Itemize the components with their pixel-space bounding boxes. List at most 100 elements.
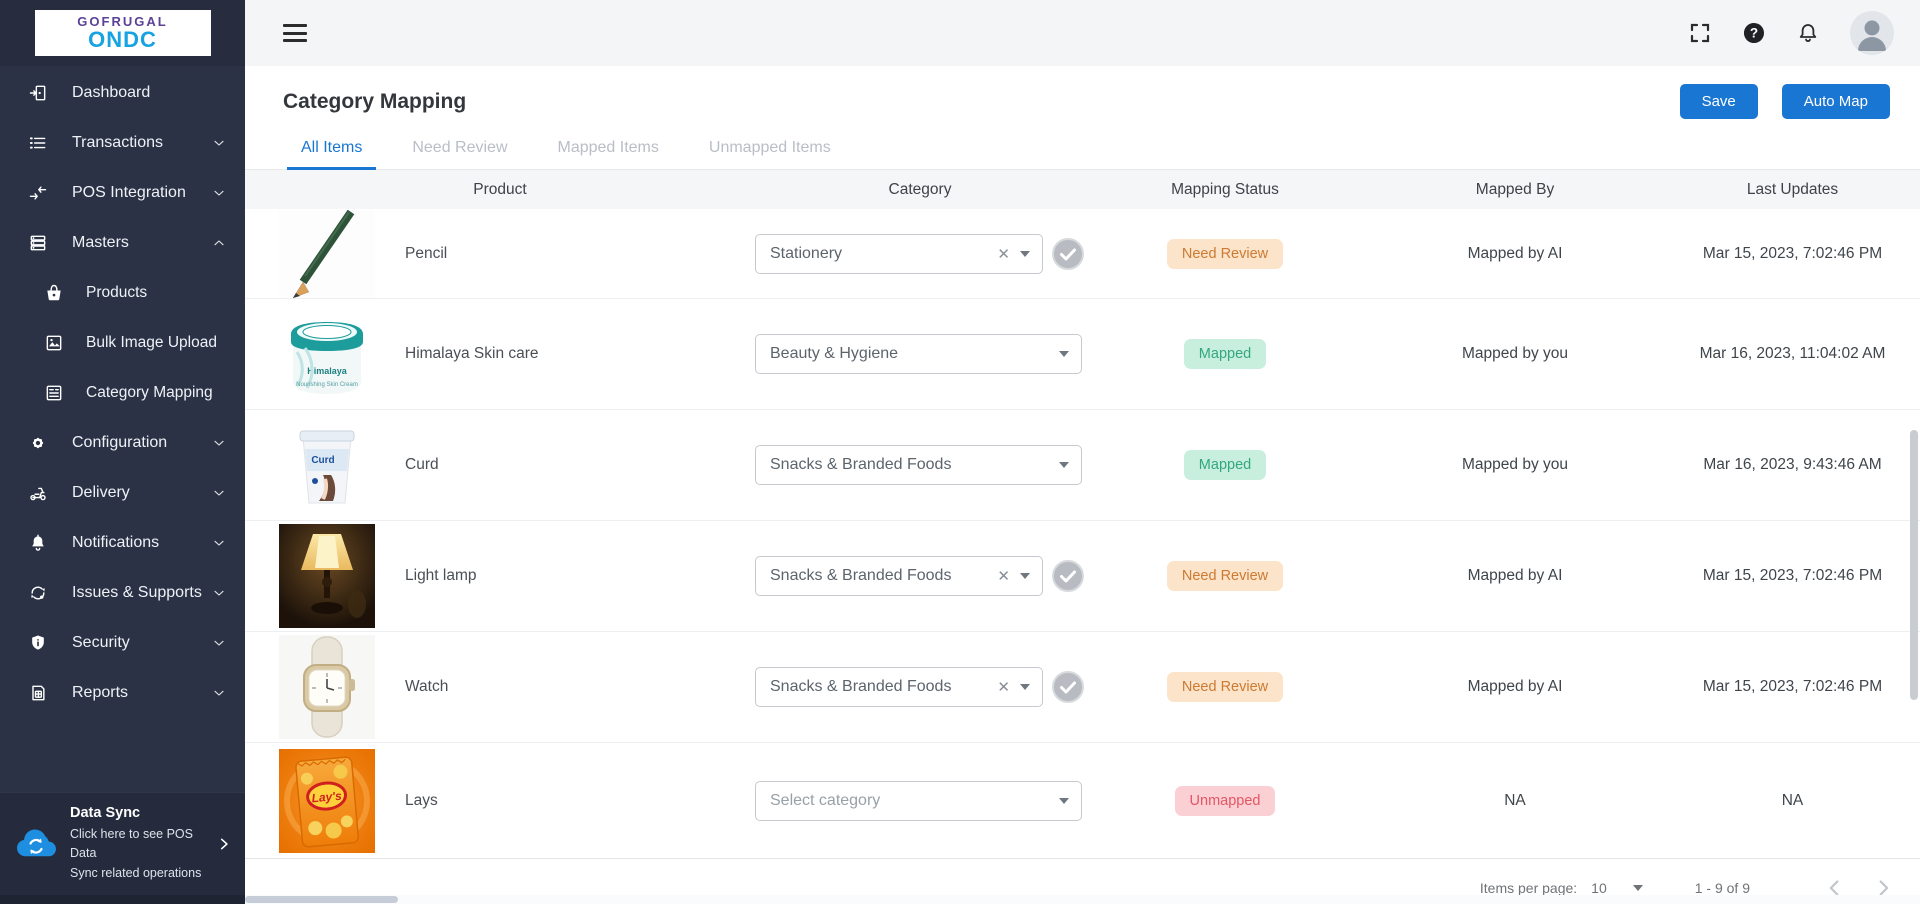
tab-unmapped-items[interactable]: Unmapped Items (708, 139, 831, 156)
sidebar-item-pos-integration[interactable]: POS Integration (0, 168, 245, 218)
sidebar-item-masters[interactable]: Masters (0, 218, 245, 268)
column-header-category: Category (888, 180, 952, 198)
category-select-value: Snacks & Branded Foods (770, 678, 952, 695)
notification-bell-icon[interactable] (1796, 21, 1820, 45)
sidebar-item-label: Delivery (72, 484, 130, 501)
sidebar-item-notifications[interactable]: Notifications (0, 518, 245, 568)
horizontal-scrollbar[interactable] (245, 896, 398, 903)
last-update-cell: NA (1665, 792, 1920, 810)
mapped-by-cell: Mapped by AI (1365, 567, 1665, 585)
select-caret-icon (1059, 797, 1069, 804)
column-header-last-updates: Last Updates (1746, 180, 1839, 198)
gofrugal-ondc-logo[interactable]: GOFRUGAL ONDC (34, 10, 211, 56)
sidebar-item-dashboard[interactable]: Dashboard (0, 68, 245, 118)
category-select[interactable]: Snacks & Branded Foods ✕ (755, 556, 1043, 596)
clear-selection-icon[interactable]: ✕ (997, 245, 1010, 263)
fullscreen-icon[interactable] (1688, 21, 1712, 45)
items-per-page-value: 10 (1591, 880, 1607, 896)
delivery-icon (28, 483, 48, 503)
status-cell: Need Review (1085, 672, 1365, 702)
help-icon[interactable]: ? (1742, 21, 1766, 45)
category-select-placeholder: Select category (770, 791, 881, 809)
sidebar-item-label: Reports (72, 684, 129, 701)
vertical-scrollbar[interactable] (1910, 430, 1918, 700)
sidebar-item-category-mapping[interactable]: Category Mapping (0, 368, 245, 418)
notifications-icon (28, 533, 48, 553)
svg-text:Curd: Curd (311, 455, 334, 466)
chevron-down-icon (211, 585, 227, 601)
product-name: Curd (405, 456, 439, 473)
chevron-down-icon (211, 635, 227, 651)
horizontal-scrollbar-track (245, 895, 1920, 904)
light-lamp-product-image (279, 524, 375, 628)
select-caret-icon (1059, 351, 1069, 357)
user-avatar[interactable] (1850, 11, 1894, 55)
clear-selection-icon[interactable]: ✕ (997, 568, 1010, 585)
status-cell: Need Review (1085, 561, 1365, 591)
category-cell: Snacks & Branded Foods ✕ (755, 667, 1085, 707)
sidebar-item-label: Security (72, 634, 130, 651)
category-select[interactable]: Snacks & Branded Foods ✕ (755, 667, 1043, 707)
chevron-down-icon (211, 685, 227, 701)
category-select-value: Snacks & Branded Foods (770, 567, 952, 584)
curd-product-image: Curd (279, 423, 375, 507)
topbar: ? (245, 0, 1920, 66)
status-badge: Unmapped (1174, 785, 1276, 816)
logo-text-gofrugal: GOFRUGAL (77, 14, 168, 29)
status-cell: Need Review (1085, 238, 1365, 269)
main-area: ? Category Mapping Save Auto Map All Ite… (245, 0, 1920, 904)
clear-selection-icon[interactable]: ✕ (997, 679, 1010, 696)
product-cell: Curd Curd (245, 423, 755, 507)
mapped-by-value: NA (1504, 791, 1526, 809)
last-update-value: Mar 16, 2023, 11:04:02 AM (1699, 345, 1886, 362)
sidebar-bottom-strip (0, 895, 245, 904)
pagination-bar: Items per page: 10 1 - 9 of 9 (245, 859, 1920, 904)
sidebar-item-label: Transactions (72, 134, 163, 151)
table-row: Curd Curd Snacks & Branded Foods Mapped … (245, 410, 1920, 521)
product-name: Lays (405, 791, 438, 809)
category-select[interactable]: Stationery ✕ (755, 233, 1043, 274)
sidebar-item-configuration[interactable]: Configuration (0, 418, 245, 468)
status-badge: Need Review (1166, 238, 1284, 269)
logo-strip: GOFRUGAL ONDC (0, 0, 245, 66)
sidebar-item-reports[interactable]: Reports (0, 668, 245, 718)
category-select[interactable]: Select category (755, 780, 1082, 821)
confirm-mapping-check-icon[interactable] (1051, 237, 1085, 271)
sidebar-item-issues-supports[interactable]: Issues & Supports (0, 568, 245, 618)
items-per-page-select[interactable]: 10 (1591, 880, 1643, 896)
sidebar-item-transactions[interactable]: Transactions (0, 118, 245, 168)
sidebar-item-label: Bulk Image Upload (86, 334, 217, 351)
mapped-by-value: Mapped by AI (1467, 678, 1563, 695)
configuration-icon (28, 433, 48, 453)
category-select-value: Snacks & Branded Foods (770, 456, 952, 473)
chevron-down-icon (211, 435, 227, 451)
masters-icon (28, 233, 48, 253)
previous-page-button[interactable] (1824, 877, 1846, 899)
tab-need-review[interactable]: Need Review (412, 139, 508, 156)
tab-all-items[interactable]: All Items (287, 129, 377, 170)
select-caret-icon (1020, 684, 1030, 690)
category-select-value: Beauty & Hygiene (770, 345, 899, 362)
sidebar-item-bulk-image-upload[interactable]: Bulk Image Upload (0, 318, 245, 368)
table-header-row: Product Category Mapping Status Mapped B… (245, 170, 1920, 209)
confirm-mapping-check-icon[interactable] (1051, 559, 1085, 593)
confirm-mapping-check-icon[interactable] (1051, 670, 1085, 704)
category-select[interactable]: Beauty & Hygiene (755, 334, 1082, 374)
save-button[interactable]: Save (1679, 84, 1758, 119)
sidebar-item-security[interactable]: Security (0, 618, 245, 668)
data-sync-line2: Sync related operations (70, 865, 202, 880)
tab-mapped-items[interactable]: Mapped Items (557, 139, 659, 156)
sidebar-item-delivery[interactable]: Delivery (0, 468, 245, 518)
category-select[interactable]: Snacks & Branded Foods (755, 445, 1082, 485)
status-badge: Mapped (1183, 450, 1267, 480)
chevron-right-icon[interactable] (217, 837, 231, 851)
chevron-up-icon (211, 235, 227, 251)
auto-map-button[interactable]: Auto Map (1781, 84, 1890, 119)
hamburger-menu-icon[interactable] (283, 24, 307, 42)
data-sync-panel[interactable]: Data Sync Click here to see POS Data Syn… (0, 791, 245, 895)
sidebar-item-products[interactable]: Products (0, 268, 245, 318)
next-page-button[interactable] (1872, 877, 1894, 899)
status-badge: Mapped (1183, 339, 1267, 369)
sidebar-item-label: Issues & Supports (72, 584, 202, 601)
status-cell: Unmapped (1085, 785, 1365, 816)
